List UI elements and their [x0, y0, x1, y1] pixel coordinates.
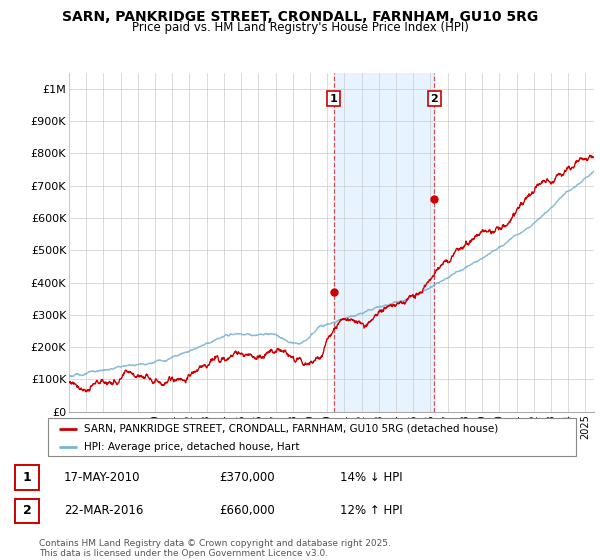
- Text: 17-MAY-2010: 17-MAY-2010: [64, 471, 140, 484]
- Text: £660,000: £660,000: [220, 505, 275, 517]
- Text: 12% ↑ HPI: 12% ↑ HPI: [340, 505, 403, 517]
- FancyBboxPatch shape: [15, 499, 39, 523]
- Text: 2: 2: [431, 94, 439, 104]
- Text: Contains HM Land Registry data © Crown copyright and database right 2025.
This d: Contains HM Land Registry data © Crown c…: [39, 539, 391, 558]
- FancyBboxPatch shape: [48, 418, 576, 456]
- Bar: [334, 73, 434, 412]
- Text: 1: 1: [330, 94, 338, 104]
- FancyBboxPatch shape: [15, 465, 39, 489]
- Text: Price paid vs. HM Land Registry's House Price Index (HPI): Price paid vs. HM Land Registry's House …: [131, 21, 469, 34]
- Text: SARN, PANKRIDGE STREET, CRONDALL, FARNHAM, GU10 5RG: SARN, PANKRIDGE STREET, CRONDALL, FARNHA…: [62, 10, 538, 24]
- Text: 14% ↓ HPI: 14% ↓ HPI: [340, 471, 403, 484]
- Text: HPI: Average price, detached house, Hart: HPI: Average price, detached house, Hart: [84, 442, 299, 452]
- Text: 2: 2: [23, 505, 31, 517]
- Text: 22-MAR-2016: 22-MAR-2016: [64, 505, 143, 517]
- Text: SARN, PANKRIDGE STREET, CRONDALL, FARNHAM, GU10 5RG (detached house): SARN, PANKRIDGE STREET, CRONDALL, FARNHA…: [84, 423, 498, 433]
- Text: £370,000: £370,000: [220, 471, 275, 484]
- Text: 1: 1: [23, 471, 31, 484]
